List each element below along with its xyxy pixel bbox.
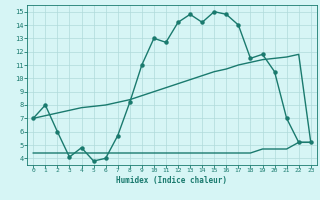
X-axis label: Humidex (Indice chaleur): Humidex (Indice chaleur) xyxy=(116,176,228,185)
